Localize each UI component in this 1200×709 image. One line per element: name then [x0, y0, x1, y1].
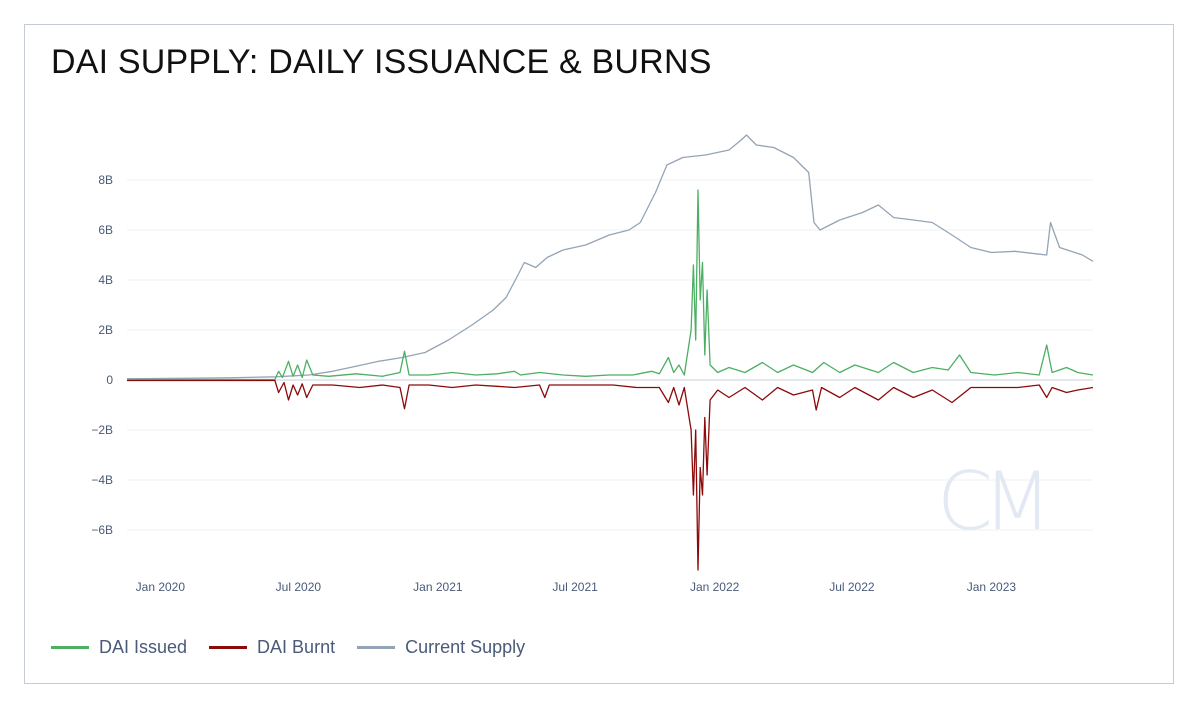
x-tick-label: Jul 2021 — [552, 580, 598, 594]
legend-item-supply[interactable]: Current Supply — [357, 637, 525, 658]
y-tick-label: −6B — [91, 523, 113, 537]
y-tick-label: 4B — [98, 273, 113, 287]
watermark-logo: CM — [937, 455, 1052, 548]
x-tick-label: Jan 2021 — [413, 580, 463, 594]
x-tick-label: Jan 2022 — [690, 580, 740, 594]
y-tick-label: 0 — [106, 373, 113, 387]
chart-legend: DAI Issued DAI Burnt Current Supply — [51, 637, 525, 658]
x-tick-label: Jul 2022 — [829, 580, 875, 594]
series-line-dai-burnt — [127, 379, 1094, 571]
legend-label-issued: DAI Issued — [99, 637, 188, 657]
legend-item-burnt[interactable]: DAI Burnt — [209, 637, 335, 658]
legend-label-supply: Current Supply — [405, 637, 526, 657]
chart-card: DAI SUPPLY: DAILY ISSUANCE & BURNS 8B 6B 4… — [24, 24, 1174, 684]
chart-plot: 8B 6B 4B 2B 0 −2B −4B −6B Jan 2020 Jul 2020 Jan 20… — [91, 134, 1094, 594]
y-tick-label: −4B — [91, 473, 113, 487]
legend-swatch-issued — [51, 646, 89, 649]
y-tick-label: −2B — [91, 423, 113, 437]
series-line-dai-issued — [127, 189, 1094, 381]
legend-swatch-supply — [357, 646, 396, 649]
x-tick-label: Jan 2023 — [967, 580, 1017, 594]
chart-title: DAI SUPPLY: DAILY ISSUANCE & BURNS — [51, 43, 712, 81]
series-line-current-supply — [126, 134, 1094, 380]
y-tick-label: 2B — [98, 323, 113, 337]
legend-label-burnt: DAI Burnt — [257, 637, 336, 657]
y-tick-label: 8B — [98, 173, 113, 187]
x-tick-label: Jan 2020 — [136, 580, 186, 594]
legend-swatch-burnt — [209, 646, 248, 649]
legend-item-issued[interactable]: DAI Issued — [51, 637, 187, 658]
y-tick-label: 6B — [98, 223, 113, 237]
x-tick-label: Jul 2020 — [276, 580, 322, 594]
